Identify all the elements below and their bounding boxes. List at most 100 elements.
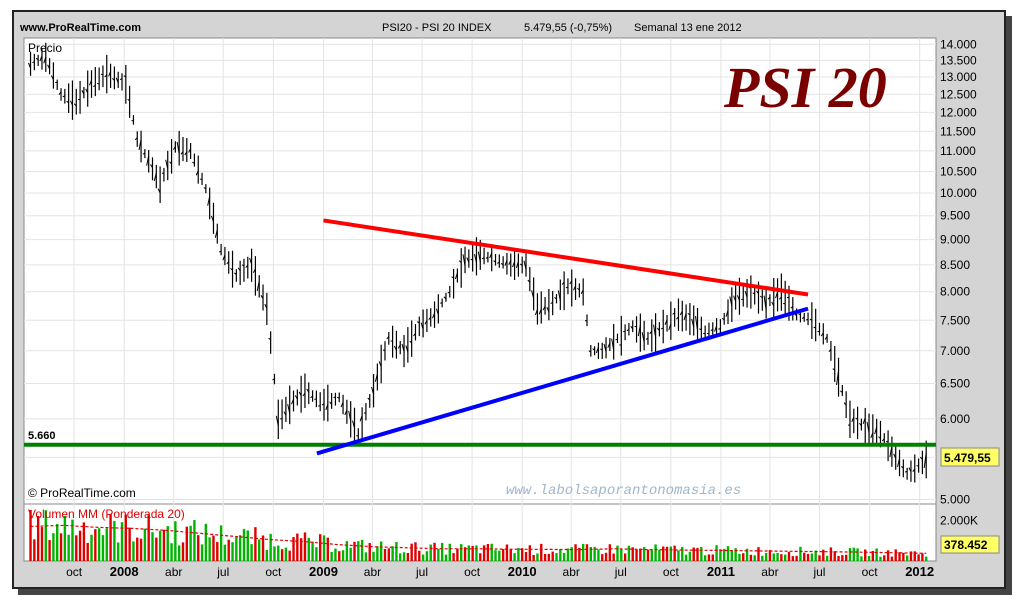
volume-bar [883,555,886,561]
price-bar-open [600,348,603,351]
volume-bar [315,547,318,561]
x-tick-label: jul [216,565,229,579]
y-tick-label: 7.500 [940,313,970,327]
volume-bar [101,535,105,561]
price-bar-open [264,303,268,309]
volume-bar [566,548,570,561]
last-price-tag: 5.479,55 [944,451,991,465]
price-bar-open [230,267,233,271]
volume-bar [82,522,86,561]
instrument-title: PSI20 - PSI 20 INDEX [382,22,492,34]
price-bar-open [192,161,195,164]
volume-bar [780,554,783,561]
y-tick-label: 6.000 [940,412,970,426]
x-tick-label: 2008 [110,564,139,579]
price-bar-open [188,148,192,153]
volume-bar [547,553,551,561]
price-bar-open [272,378,275,381]
period-label: Semanal 13 ene 2012 [634,22,742,34]
horizontal-level-label: 5.660 [28,430,56,442]
price-bar-open [405,345,409,353]
volume-bar [113,520,116,561]
price-bar-open [645,337,649,340]
volume-bar [444,554,448,561]
y-tick-label: 9.500 [940,209,970,223]
price-bar-open [828,348,832,353]
volume-bar [700,547,703,561]
volume-bar [841,555,844,561]
site-label: www.ProRealTime.com [20,22,142,34]
x-tick-label: abr [563,565,580,579]
volume-bar [395,541,398,561]
volume-bar [494,550,497,561]
volume-bar [722,548,726,561]
price-bar-open [150,164,153,168]
volume-bar [890,556,894,561]
volume-bar [513,553,516,561]
volume-bar [551,551,554,561]
price-bar-open [790,306,794,309]
price-bar-open [920,456,923,460]
volume-bar [128,527,131,561]
price-bar-open [333,396,336,399]
price-bar-open [371,386,375,395]
price-bar-open [904,470,908,473]
y-tick-label: 12.500 [940,87,977,101]
y-tick-label: 14.000 [940,37,977,51]
price-bar-open [832,368,835,371]
x-tick-label: oct [663,565,680,579]
volume-bar [879,556,882,561]
price-bar-open [767,296,771,300]
price-bar-open [432,313,435,319]
volume-bar [867,556,871,561]
volume-bar [822,549,825,561]
price-bar-open [565,286,569,289]
price-bar-open [695,316,699,331]
volume-bar [604,552,608,561]
volume-bar [372,551,375,561]
volume-bar [303,532,307,561]
volume-bar [136,537,139,561]
volume-bar [166,526,169,561]
price-bar-open [714,325,718,332]
price-bar-open [214,229,218,238]
price-panel [23,37,937,505]
volume-bar [90,534,93,561]
volume-bar [212,535,215,561]
volume-bar [338,551,341,561]
volume-bar [555,553,558,561]
price-bar-open [172,146,176,150]
price-bar-open [462,254,466,267]
y-tick-label: 13.500 [940,53,977,67]
volume-bar [29,509,32,561]
volume-bar [143,528,147,561]
price-bar-open [699,328,702,331]
price-bar-open [73,103,77,107]
price-bar-open [268,337,271,341]
price-bar-open [741,298,744,301]
price-bar-open [763,295,767,311]
price-bar-open [294,395,298,400]
volume-bar [898,552,901,561]
price-bar-open [881,438,885,442]
volume-bar [410,543,413,561]
price-bar-open [744,290,748,298]
volume-bar [814,550,817,561]
price-bar-open [134,137,138,141]
price-bar-open [523,260,527,270]
price-bar-open [554,296,557,300]
volume-bars [29,509,928,561]
price-bar-open [81,89,85,95]
price-bar-open [252,268,256,274]
volume-bar [787,551,791,561]
volume-bar [864,549,867,561]
volume-bar [894,549,897,561]
price-bar-open [691,318,695,328]
volume-bar [559,549,562,561]
volume-bar [753,555,756,561]
x-tick-label: 2011 [707,564,735,579]
volume-bar [627,545,631,561]
price-bar-open [546,306,550,312]
volume-bar [692,547,695,561]
price-bar-open [538,308,542,315]
